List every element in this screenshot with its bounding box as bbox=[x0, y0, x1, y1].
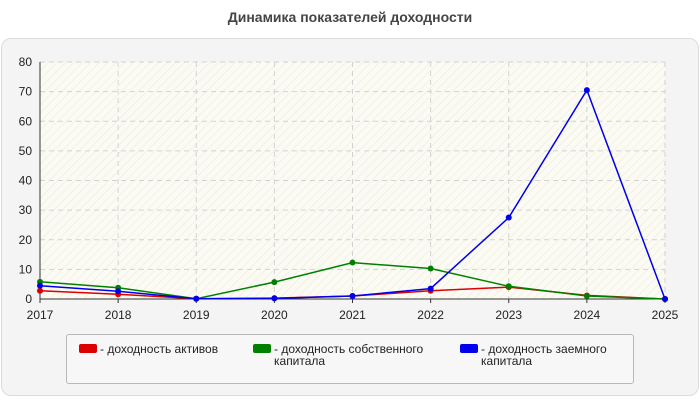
x-tick-label: 2022 bbox=[417, 308, 444, 322]
data-point-2 bbox=[427, 285, 434, 292]
legend-swatch-equity bbox=[253, 344, 271, 353]
y-tick-label: 0 bbox=[25, 292, 32, 306]
legend-label-borrowed: - доходность заемного капитала bbox=[481, 342, 607, 368]
x-tick-label: 2025 bbox=[652, 308, 679, 322]
y-tick-label: 70 bbox=[19, 85, 33, 99]
data-point-2 bbox=[583, 87, 590, 94]
x-tick-label: 2020 bbox=[261, 308, 288, 322]
x-tick-label: 2019 bbox=[183, 308, 210, 322]
data-point-2 bbox=[115, 288, 122, 295]
gridlines bbox=[40, 61, 666, 299]
data-point-1 bbox=[505, 283, 512, 290]
y-tick-label: 40 bbox=[19, 174, 33, 188]
y-tick-label: 10 bbox=[19, 262, 33, 276]
data-point-0 bbox=[37, 287, 43, 294]
data-point-2 bbox=[193, 295, 200, 302]
y-tick-label: 50 bbox=[19, 144, 33, 158]
data-point-2 bbox=[662, 296, 668, 302]
x-tick-label: 2021 bbox=[339, 308, 366, 322]
legend-label-equity: - доходность собственного капитала bbox=[274, 342, 424, 368]
data-point-2 bbox=[271, 295, 278, 302]
x-tick-label: 2024 bbox=[574, 308, 601, 322]
x-tick-label: 2018 bbox=[105, 308, 132, 322]
chart-title: Динамика показателей доходности bbox=[227, 9, 473, 25]
y-tick-label: 30 bbox=[19, 203, 33, 217]
data-point-1 bbox=[583, 293, 590, 300]
data-point-1 bbox=[271, 279, 278, 286]
data-point-1 bbox=[349, 259, 356, 266]
y-tick-label: 20 bbox=[19, 233, 33, 247]
data-point-2 bbox=[37, 282, 43, 289]
data-point-2 bbox=[349, 293, 356, 300]
legend-swatch-borrowed bbox=[460, 344, 478, 353]
y-tick-label: 60 bbox=[19, 114, 33, 128]
x-tick-label: 2017 bbox=[27, 308, 54, 322]
legend-swatch-assets bbox=[79, 344, 97, 353]
x-tick-label: 2023 bbox=[495, 308, 522, 322]
data-point-2 bbox=[505, 214, 512, 221]
legend: - доходность активов - доходность собств… bbox=[66, 334, 634, 384]
legend-label-assets: - доходность активов bbox=[100, 342, 219, 356]
y-tick-label: 80 bbox=[19, 55, 33, 69]
data-point-1 bbox=[427, 265, 434, 272]
series bbox=[37, 87, 668, 302]
